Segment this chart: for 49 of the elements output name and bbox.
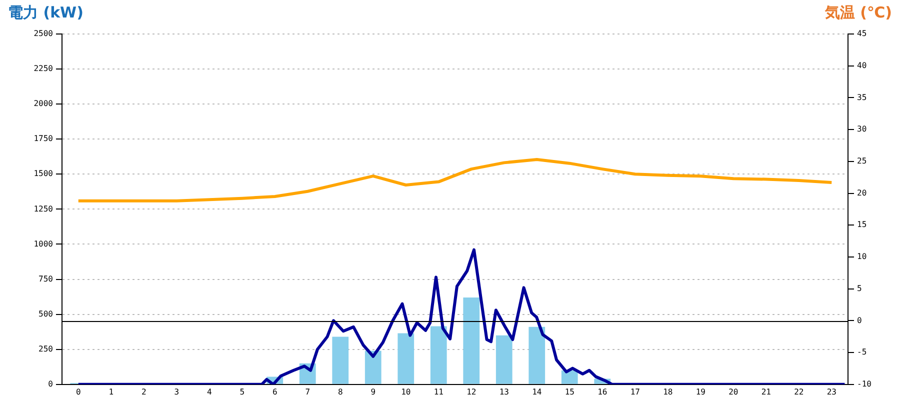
y2-tick-label: 15 [857,220,867,230]
x-tick-label: 18 [663,387,673,396]
x-tick-label: 22 [794,387,804,396]
x-tick-label: 3 [174,387,180,396]
y2-tick-label: 25 [857,156,867,166]
y2-tick-label: 0 [857,316,862,325]
y-tick-label: 1000 [34,239,54,248]
x-tick-label: 4 [206,387,212,396]
x-tick-label: 17 [630,387,640,396]
y-tick-label: 1250 [34,204,54,214]
y-tick-label: 750 [38,274,54,284]
x-tick-label: 0 [76,387,81,396]
x-tick-label: 12 [466,387,476,396]
y2-tick-label: 5 [857,284,862,293]
x-tick-label: 9 [370,387,376,396]
y-tick-label: 1500 [34,169,54,178]
y2-tick-label: 35 [857,92,867,102]
x-tick-label: 7 [305,387,310,396]
y-tick-label: 0 [48,379,54,388]
y-tick-label: 500 [38,309,54,318]
y2-tick-label: 10 [857,252,867,262]
y-tick-label: 2250 [34,64,54,74]
x-tick-label: 15 [564,387,575,396]
y2-tick-label: 40 [857,60,867,70]
y-tick-label: 2000 [34,99,54,108]
x-tick-label: 14 [532,387,542,396]
y2-axis-title: 気温 (℃) [824,3,892,22]
y-tick-label: 2500 [34,29,54,38]
x-tick-label: 21 [761,387,772,396]
x-tick-label: 23 [826,387,837,396]
y-tick-label: 250 [38,344,54,354]
y2-tick-label: 30 [857,124,867,134]
y2-tick-label: -10 [857,379,872,388]
y2-tick-label: 45 [857,29,867,38]
x-tick-label: 10 [401,387,411,396]
x-tick-label: 20 [728,387,738,396]
x-tick-label: 8 [338,387,343,396]
x-tick-label: 2 [141,387,146,396]
x-tick-label: 13 [499,387,510,396]
x-tick-label: 16 [598,387,608,396]
x-tick-label: 6 [272,387,278,396]
y2-tick-label: -5 [857,348,867,357]
x-tick-label: 1 [108,387,114,396]
y2-tick-label: 20 [857,188,867,198]
y-tick-label: 1750 [34,134,54,144]
x-tick-label: 11 [434,387,444,396]
x-tick-label: 19 [696,387,706,396]
x-tick-label: 5 [240,387,245,396]
y-axis-title: 電力 (kW) [8,3,84,22]
